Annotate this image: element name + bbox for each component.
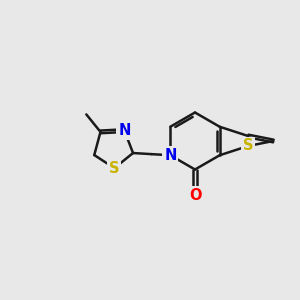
Text: N: N	[118, 123, 130, 138]
Text: N: N	[164, 148, 176, 163]
Text: S: S	[109, 160, 120, 175]
Text: O: O	[189, 188, 201, 202]
Text: S: S	[243, 139, 254, 154]
